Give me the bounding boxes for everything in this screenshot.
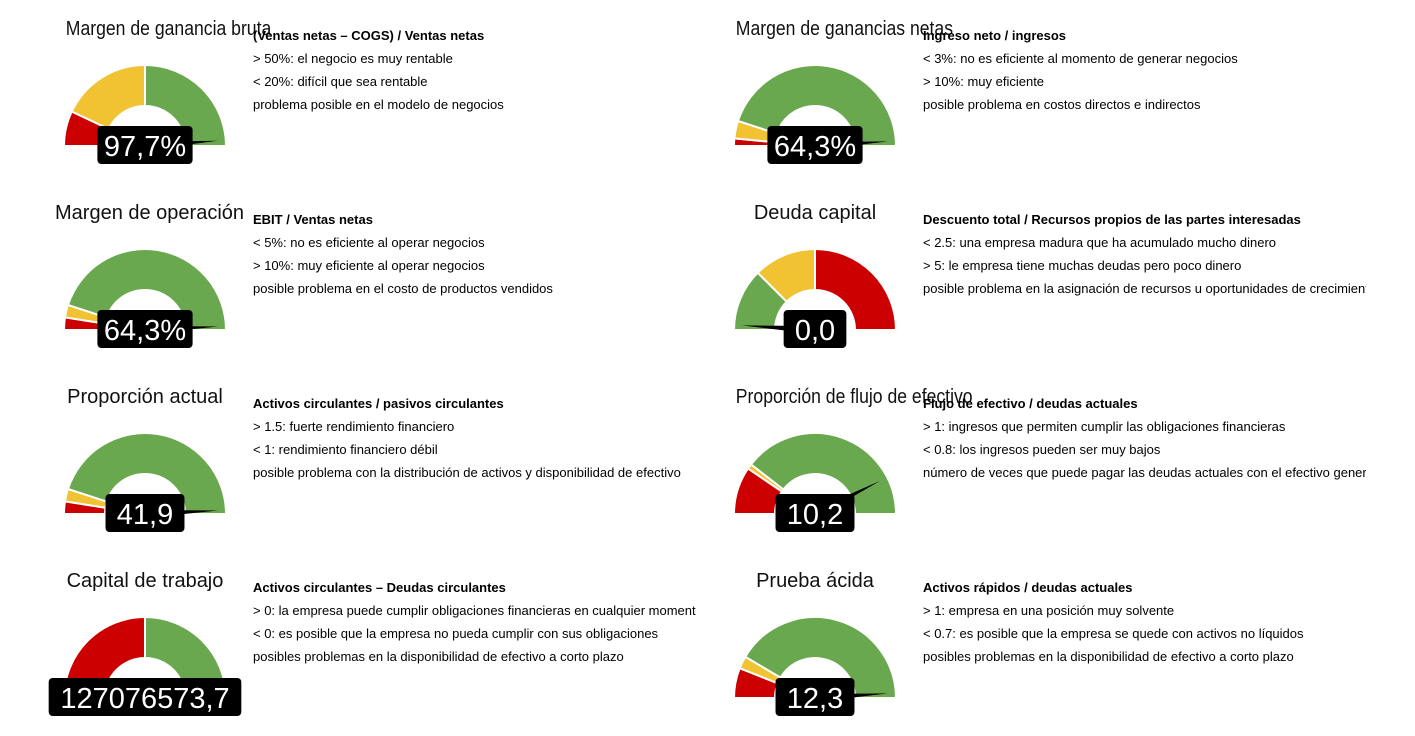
gauge-chart: 127076573,7: [48, 615, 242, 716]
gauge-description-line: posibles problemas en la disponibilidad …: [923, 649, 1294, 664]
gauge-description: Activos circulantes – Deudas circulantes…: [253, 576, 696, 668]
gauge-band-green: [144, 63, 228, 147]
gauge-description-line: < 5%: no es eficiente al operar negocios: [253, 235, 485, 250]
gauge-description-line: < 0.7: es posible que la empresa se qued…: [923, 626, 1304, 641]
gauge-description: Activos circulantes / pasivos circulante…: [253, 392, 696, 484]
gauge-formula: Activos circulantes / pasivos circulante…: [253, 396, 504, 411]
gauge-card: Margen de ganancias netas 64,3% Ingreso ne…: [725, 0, 1415, 184]
gauge-band-green: [749, 432, 898, 515]
gauge-value-label: 97,7%: [104, 131, 186, 163]
gauge-card: Prueba ácida 12,3 Activos rápidos / deudas…: [725, 552, 1415, 736]
gauge-description-line: > 50%: el negocio es muy rentable: [253, 51, 453, 66]
gauge-description-line: > 1.5: fuerte rendimiento financiero: [253, 419, 455, 434]
gauge-title: Prueba ácida: [756, 570, 874, 592]
gauge-formula: (Ventas netas – COGS) / Ventas netas: [253, 28, 485, 43]
gauge-card: Proporción de flujo de efectivo 10,2 Flujo…: [725, 368, 1415, 552]
gauge-title: Deuda capital: [753, 202, 877, 224]
gauge-chart: 0,0: [732, 247, 898, 348]
gauge-chart: 97,7%: [62, 63, 228, 164]
gauge-description-line: < 0: es posible que la empresa no pueda …: [253, 626, 659, 641]
gauge-description-line: posible problema en costos directos e in…: [923, 97, 1201, 112]
gauge-description: Activos rápidos / deudas actuales > 1: em…: [923, 576, 1366, 668]
gauge-description-line: > 5: le empresa tiene muchas deudas pero…: [923, 258, 1242, 273]
gauge-description-line: < 1: rendimiento financiero débil: [253, 442, 438, 457]
gauge-card: Deuda capital 0,0 Descuento total / Recurs…: [725, 184, 1415, 368]
gauge-description-line: posible problema en el costo de producto…: [253, 281, 553, 296]
gauge-formula: Ingreso neto / ingresos: [923, 28, 1067, 43]
gauge-band-red: [814, 247, 898, 331]
gauge-description-line: problema posible en el modelo de negocio…: [253, 97, 504, 112]
gauge-value-box: [775, 494, 855, 532]
gauge-value-box: [48, 678, 242, 716]
gauge-chart: 64,3%: [732, 64, 898, 164]
gauge-card: Proporción actual 41,9 Activos circulantes…: [55, 368, 755, 552]
gauge-formula: Flujo de efectivo / deudas actuales: [923, 396, 1138, 411]
gauge-value-label: 127076573,7: [60, 683, 229, 715]
gauge-description-line: > 10%: muy eficiente al operar negocios: [253, 258, 485, 273]
gauge-description-line: > 1: ingresos que permiten cumplir las o…: [923, 419, 1286, 434]
gauge-band-green: [736, 64, 898, 147]
gauge-chart: 64,3%: [62, 248, 228, 348]
gauge-value-box: [775, 678, 855, 716]
gauge-value-box: [97, 310, 193, 348]
gauge-band-green: [66, 432, 228, 515]
gauge-title: Proporción de flujo de efectivo: [735, 386, 973, 408]
gauge-value-box: [97, 126, 193, 164]
gauge-value-box: [105, 494, 185, 532]
gauge-value-label: 64,3%: [104, 315, 186, 347]
gauge-band-green: [66, 248, 228, 331]
gauge-value-box: [783, 310, 847, 348]
gauge-description: (Ventas netas – COGS) / Ventas netas > 50…: [253, 24, 696, 116]
gauge-description-line: < 0.8: los ingresos pueden ser muy bajos: [923, 442, 1161, 457]
gauge-card: Margen de operación 64,3% EBIT / Ventas ne…: [55, 184, 755, 368]
gauge-chart: 41,9: [62, 432, 228, 532]
gauge-description-line: < 3%: no es eficiente al momento de gene…: [923, 51, 1238, 66]
gauge-title: Margen de operación: [55, 202, 245, 224]
gauge-title: Proporción actual: [67, 386, 223, 408]
gauge-description-line: > 10%: muy eficiente: [923, 74, 1045, 89]
gauge-description-line: < 2.5: una empresa madura que ha acumula…: [923, 235, 1277, 250]
gauge-value-label: 10,2: [787, 499, 843, 531]
gauge-description: EBIT / Ventas netas < 5%: no es eficiente…: [253, 208, 696, 300]
gauge-card: Margen de ganancia bruta 97,7% (Ventas net…: [55, 0, 755, 184]
gauge-description-line: > 1: empresa en una posición muy solvent…: [923, 603, 1175, 618]
gauge-value-label: 41,9: [117, 499, 173, 531]
gauge-description: Descuento total / Recursos propios de la…: [923, 208, 1366, 300]
gauge-description-line: número de veces que puede pagar las deud…: [923, 465, 1366, 480]
gauge-title: Margen de ganancia bruta: [65, 18, 272, 40]
gauge-formula: EBIT / Ventas netas: [253, 212, 373, 227]
gauge-band-green: [743, 616, 898, 699]
gauge-description-line: posible problema con la distribución de …: [253, 465, 681, 480]
gauge-value-label: 0,0: [795, 315, 835, 347]
gauge-card: Capital de trabajo 127076573,7 Activos cir…: [48, 552, 755, 736]
gauge-chart: 12,3: [732, 616, 898, 716]
gauge-description-line: > 0: la empresa puede cumplir obligacion…: [253, 603, 696, 618]
gauge-description: Flujo de efectivo / deudas actuales > 1: …: [923, 392, 1366, 484]
gauge-value-label: 12,3: [787, 683, 843, 715]
gauge-formula: Activos rápidos / deudas actuales: [923, 580, 1133, 595]
gauge-description-line: < 20%: difícil que sea rentable: [253, 74, 428, 89]
gauge-formula: Descuento total / Recursos propios de la…: [923, 212, 1301, 227]
gauge-chart: 10,2: [732, 432, 898, 532]
gauge-description-line: posible problema en la asignación de rec…: [923, 281, 1366, 296]
gauge-formula: Activos circulantes – Deudas circulantes: [253, 580, 506, 595]
gauge-description-line: posibles problemas en la disponibilidad …: [253, 649, 624, 664]
gauge-value-box: [767, 126, 863, 164]
gauge-title: Capital de trabajo: [66, 570, 224, 592]
gauge-description: Ingreso neto / ingresos < 3%: no es efici…: [923, 24, 1366, 116]
gauge-value-label: 64,3%: [774, 131, 856, 163]
